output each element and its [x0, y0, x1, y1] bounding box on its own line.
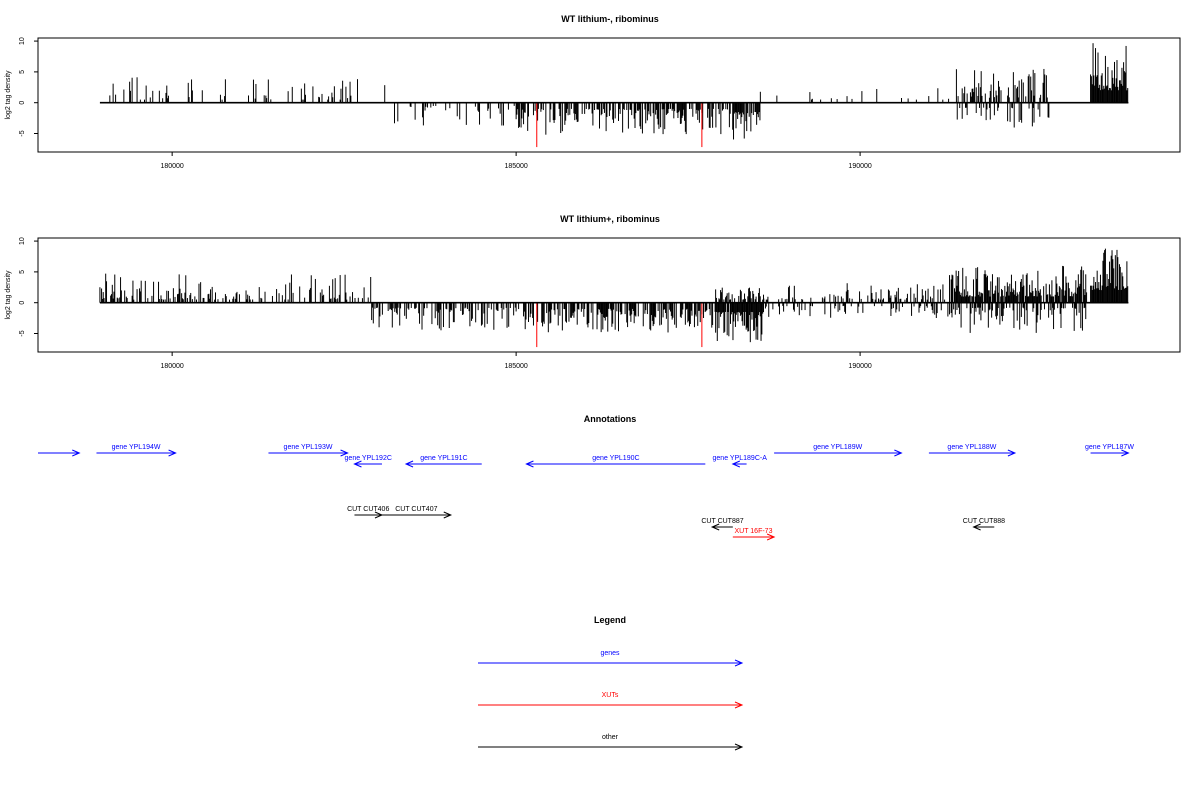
y-tick-label: -5 — [19, 330, 26, 336]
feature-label: CUT CUT407 — [395, 506, 437, 513]
feature-arrowhead — [525, 460, 534, 468]
feature-label: gene YPL187W — [1085, 444, 1134, 451]
feature-label: gene YPL189W — [813, 444, 862, 451]
feature-arrowhead — [72, 449, 81, 457]
feature-arrowhead — [1121, 449, 1130, 457]
plot-frame — [37, 37, 1181, 153]
y-tick-label: 10 — [19, 37, 26, 45]
feature-label: CUT CUT406 — [347, 506, 389, 513]
feature-label: gene YPL192C — [345, 455, 392, 462]
y-tick-label: 0 — [19, 301, 26, 305]
legend-item-label: genes — [600, 650, 620, 657]
feature-arrowhead — [734, 659, 744, 667]
feature-label: CUT CUT887 — [701, 518, 743, 525]
legend-item-label: XUTs — [602, 692, 619, 699]
y-tick-label: 10 — [19, 237, 26, 245]
x-tick-label: 185000 — [504, 163, 527, 170]
x-tick-label: 190000 — [848, 163, 871, 170]
annotations-title: Annotations — [584, 414, 637, 424]
feature-arrowhead — [894, 449, 903, 457]
feature-arrowhead — [972, 523, 981, 531]
feature-arrowhead — [731, 460, 741, 468]
feature-label: gene YPL188W — [947, 444, 996, 451]
feature-arrowhead — [168, 449, 177, 457]
feature-arrowhead — [710, 523, 720, 531]
x-tick-label: 180000 — [160, 163, 183, 170]
feature-arrowhead — [353, 460, 362, 468]
feature-arrowhead — [443, 511, 453, 519]
x-tick-label: 180000 — [160, 363, 183, 370]
legend: Legend genes XUTs other — [478, 615, 744, 751]
feature-label: gene YPL193W — [284, 444, 333, 451]
x-tick-label: 185000 — [504, 363, 527, 370]
x-tick-label: 190000 — [848, 363, 871, 370]
y-tick-label: 5 — [19, 270, 26, 274]
y-axis-label: log2 tag density — [5, 70, 12, 120]
y-axis-label: log2 tag density — [5, 270, 12, 320]
feature-arrowhead — [340, 449, 349, 457]
feature-label: gene YPL190C — [592, 455, 639, 462]
feature-arrowhead — [1007, 449, 1017, 457]
feature-arrowhead — [404, 460, 414, 468]
feature-label: gene YPL189C-A — [713, 455, 768, 462]
feature-arrowhead — [734, 743, 744, 751]
feature-label: gene YPL191C — [420, 455, 467, 462]
coverage-panel-lithium-minus: WT lithium-, ribominus log2 tag density … — [5, 14, 1181, 170]
feature-label: CUT CUT888 — [963, 518, 1005, 525]
legend-item-label: other — [602, 734, 619, 741]
y-tick-label: -5 — [19, 130, 26, 136]
feature-label: XUT 16F-73 — [734, 528, 772, 535]
feature-label: gene YPL194W — [112, 444, 161, 451]
plot-frame — [37, 237, 1181, 353]
panel-title: WT lithium-, ribominus — [561, 14, 659, 24]
y-tick-label: 5 — [19, 70, 26, 74]
annotations-track: Annotations gene YPL194W gene YPL193W gene… — [38, 414, 1134, 541]
feature-arrowhead — [766, 533, 776, 541]
feature-arrowhead — [734, 701, 744, 709]
legend-title: Legend — [594, 615, 626, 625]
panel-title: WT lithium+, ribominus — [560, 214, 660, 224]
y-tick-label: 0 — [19, 101, 26, 105]
coverage-panel-lithium-plus: WT lithium+, ribominus log2 tag density … — [5, 214, 1181, 370]
